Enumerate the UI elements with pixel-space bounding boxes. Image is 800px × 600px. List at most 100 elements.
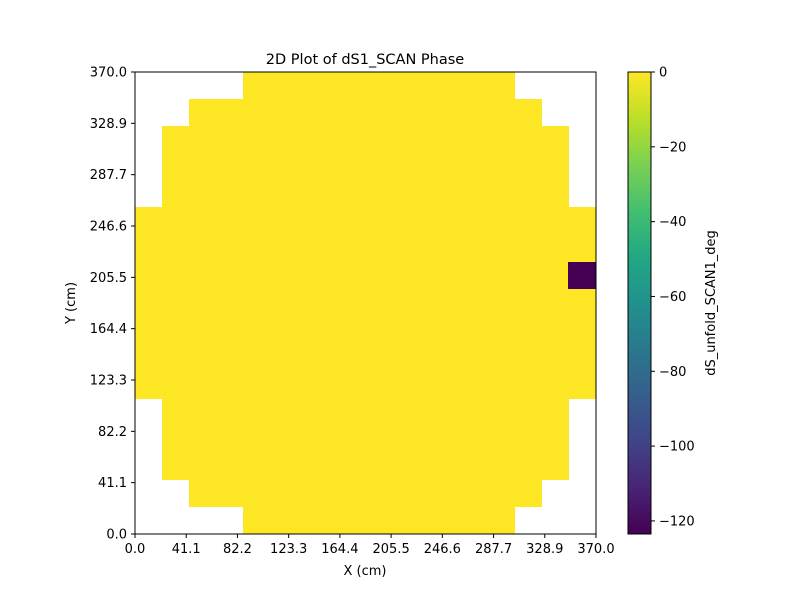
heatmap-cell [460,289,488,317]
heatmap-cell [189,180,217,208]
heatmap-cell [162,370,190,399]
heatmap-cell [406,262,434,290]
heatmap-cell [514,425,542,453]
heatmap-cell [216,452,244,480]
heatmap-cell [270,153,298,181]
heatmap-cell [270,370,298,399]
heatmap-cell [514,262,542,290]
heatmap-cell [216,343,244,371]
heatmap-cell [541,207,569,236]
heatmap-cell [379,235,407,263]
heatmap-cell [406,235,434,263]
heatmap-cell [379,479,407,507]
x-tick-label: 123.3 [270,542,307,557]
heatmap-cell [406,343,434,371]
heatmap-cell [487,126,515,154]
heatmap-cell [297,126,325,154]
heatmap-cell [243,126,271,154]
heatmap-cell [270,479,298,507]
y-tick-label: 41.1 [98,476,127,491]
heatmap-cell [189,343,217,371]
x-tick-label: 82.2 [223,542,252,557]
heatmap-cell [460,99,488,127]
heatmap-cell [297,235,325,263]
heatmap-cell [324,370,352,399]
heatmap-cell [189,316,217,344]
heatmap-cell [270,316,298,344]
heatmap-cell [189,207,217,236]
heatmap-cell [270,207,298,236]
heatmap-cell [514,316,542,344]
heatmap-cell [135,262,163,290]
heatmap-cell [351,425,380,453]
heatmap-cell [189,370,217,399]
heatmap-cell [297,289,325,317]
heatmap-cell [162,207,190,236]
heatmap-cell [379,425,407,453]
heatmap-cell [351,153,380,181]
heatmap-cell [135,289,163,317]
heatmap-cell [297,316,325,344]
x-tick-label: 246.6 [424,542,461,557]
heatmap-cell [189,99,217,127]
heatmap-cell [460,180,488,208]
heatmap-cell [433,479,461,507]
heatmap-cell [324,235,352,263]
heatmap-cell [162,235,190,263]
heatmap-cell [324,72,352,100]
heatmap-cell [487,398,515,426]
heatmap-cell [406,180,434,208]
heatmap-cell [189,262,217,290]
y-tick-label: 370.0 [90,66,127,81]
heatmap-cell [568,316,596,344]
heatmap-cell [135,343,163,371]
heatmap-cell [351,289,380,317]
heatmap-cell [324,180,352,208]
heatmap-cell [487,207,515,236]
colorbar-tick-label: −40 [659,215,686,230]
heatmap-cell [297,262,325,290]
heatmap-cell [433,235,461,263]
heatmap-cell [433,180,461,208]
heatmap-cell [433,506,461,534]
heatmap-cell [216,316,244,344]
heatmap-cell [514,153,542,181]
x-axis-label: X (cm) [344,564,387,579]
heatmap-cell [568,370,596,399]
heatmap-cell [433,72,461,100]
heatmap-cell [406,479,434,507]
heatmap-cell [243,207,271,236]
heatmap-cell [541,180,569,208]
heatmap-cell [406,398,434,426]
heatmap-cell [297,180,325,208]
heatmap-cell [541,262,569,290]
heatmap-cell [541,316,569,344]
x-tick-label: 287.7 [475,542,512,557]
heatmap-cell [541,398,569,426]
heatmap-cell [379,262,407,290]
heatmap-cell [351,262,380,290]
heatmap-cell [243,452,271,480]
heatmap-cell [460,343,488,371]
heatmap-cell [324,343,352,371]
heatmap-cell [433,289,461,317]
heatmap-cell [379,506,407,534]
heatmap-cell [379,99,407,127]
heatmap-cell [324,452,352,480]
x-axis: 0.0 41.1 82.2 123.3 164.4 205.5 246.6 287.7 328.… [125,534,615,557]
heatmap-cell [460,235,488,263]
heatmap-cell [487,452,515,480]
heatmap-cell [351,479,380,507]
heatmap-cell [162,262,190,290]
heatmap-cell [487,72,515,100]
heatmap-cell [216,126,244,154]
heatmap-cell [270,126,298,154]
heatmap-cell [297,153,325,181]
y-axis-label: Y (cm) [64,282,79,325]
heatmap-cell [270,99,298,127]
heatmap-cell [216,207,244,236]
heatmap-cell [297,207,325,236]
heatmap-cell [487,262,515,290]
heatmap-cell [487,370,515,399]
